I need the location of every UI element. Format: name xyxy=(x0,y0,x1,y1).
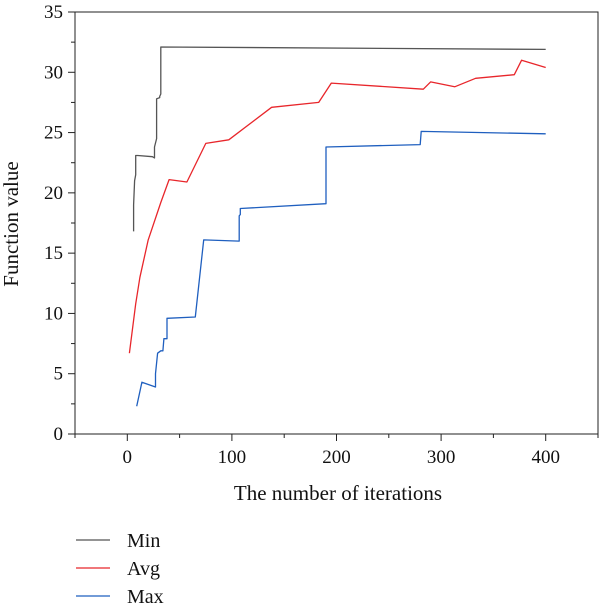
series-line-max xyxy=(136,130,546,407)
y-tick-label: 5 xyxy=(54,364,64,385)
series-line-min xyxy=(132,46,546,232)
series-line-avg xyxy=(128,59,546,354)
y-tick-label: 10 xyxy=(44,303,63,324)
x-tick-label: 400 xyxy=(531,447,560,468)
x-axis-label: The number of iterations xyxy=(234,481,442,505)
x-tick-label: 300 xyxy=(427,447,456,468)
x-tick-label: 0 xyxy=(123,447,133,468)
y-tick-label: 35 xyxy=(44,2,63,23)
y-axis: 0 5 10 15 20 25 30 35 xyxy=(44,2,75,445)
legend: Min Avg Max xyxy=(76,530,164,608)
y-tick-label: 30 xyxy=(44,62,63,83)
y-axis-label: Function value xyxy=(0,161,23,286)
x-tick-label: 200 xyxy=(322,447,351,468)
y-tick-label: 15 xyxy=(44,243,63,264)
x-axis: 0 100 200 300 400 xyxy=(74,434,599,468)
legend-label-avg: Avg xyxy=(127,558,160,580)
y-tick-label: 0 xyxy=(54,424,64,445)
x-tick-label: 100 xyxy=(218,447,247,468)
series-layer xyxy=(128,46,546,407)
y-tick-label: 20 xyxy=(44,183,63,204)
y-tick-label: 25 xyxy=(44,123,63,144)
legend-label-min: Min xyxy=(127,530,160,552)
legend-label-max: Max xyxy=(127,586,164,608)
